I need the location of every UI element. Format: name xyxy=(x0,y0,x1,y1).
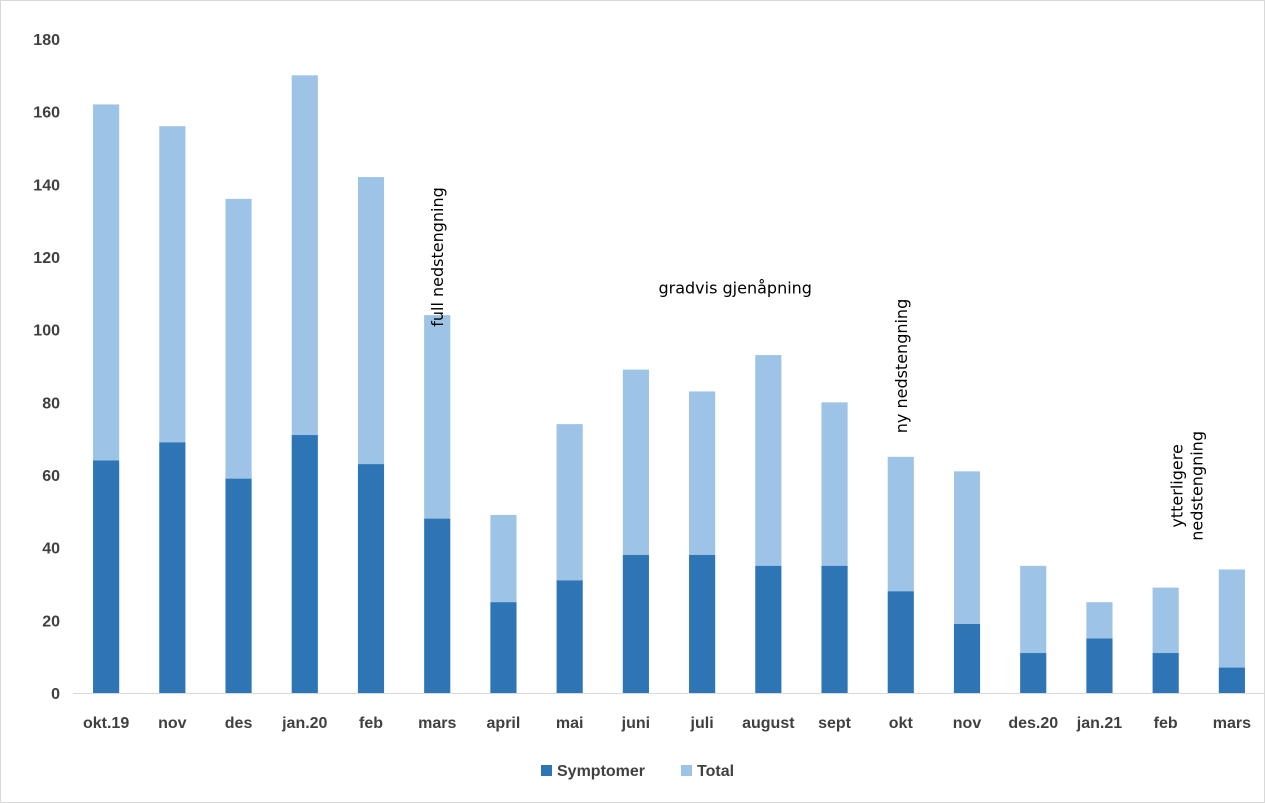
x-tick-label: des xyxy=(225,715,253,732)
legend-label-total: Total xyxy=(697,763,734,780)
bar-total xyxy=(291,75,318,436)
x-tick-label: nov xyxy=(953,715,982,732)
y-tick-label: 80 xyxy=(42,395,60,412)
bar-symptomer xyxy=(490,602,517,693)
y-tick-label: 180 xyxy=(33,32,60,49)
x-tick-label: mars xyxy=(418,715,456,732)
x-tick-label: nov xyxy=(158,715,187,732)
y-tick-label: 20 xyxy=(42,613,60,630)
bar-symptomer xyxy=(159,442,186,693)
bar-total xyxy=(622,369,649,555)
y-tick-label: 60 xyxy=(42,468,60,485)
x-tick-label: okt.19 xyxy=(83,715,129,732)
bar-symptomer xyxy=(225,478,252,693)
y-axis: 0 20 40 60 80 100 120 140 160 180 xyxy=(33,32,60,703)
y-tick-label: 100 xyxy=(33,323,60,340)
bar-symptomer xyxy=(755,565,782,693)
x-tick-label: sept xyxy=(818,715,852,732)
bar-symptomer xyxy=(1152,653,1179,693)
x-tick-label: april xyxy=(487,715,521,732)
bar-total xyxy=(93,104,120,461)
bar-total xyxy=(1218,569,1245,668)
annotation: ny nedstengning xyxy=(892,299,911,433)
x-tick-label: juli xyxy=(690,715,714,732)
bar-total xyxy=(1086,602,1113,639)
legend-label-symptomer: Symptomer xyxy=(557,763,645,780)
bar-total xyxy=(1152,587,1179,654)
x-tick-label: feb xyxy=(359,715,383,732)
bar-symptomer xyxy=(622,554,649,693)
x-tick-label: august xyxy=(742,715,795,732)
bar-symptomer xyxy=(556,580,583,693)
x-tick-label: jan.20 xyxy=(281,715,327,732)
bar-total xyxy=(556,424,583,581)
bar-total xyxy=(225,198,252,479)
x-tick-label: jan.21 xyxy=(1076,715,1122,732)
bar-total xyxy=(357,177,385,465)
y-tick-label: 120 xyxy=(33,250,60,267)
bar-symptomer xyxy=(424,518,451,693)
bar-total xyxy=(953,471,981,624)
bar-total xyxy=(424,315,451,519)
legend-swatch-symptomer xyxy=(541,765,552,776)
bar-symptomer xyxy=(1020,653,1047,693)
bar-symptomer xyxy=(291,435,318,693)
bar-symptomer xyxy=(953,623,981,693)
y-tick-label: 40 xyxy=(42,541,60,558)
bars xyxy=(93,75,1245,693)
annotation: full nedstengning xyxy=(428,187,447,327)
bar-total xyxy=(887,456,914,592)
bar-symptomer xyxy=(1086,638,1113,693)
x-tick-label: juni xyxy=(621,715,650,732)
bar-total xyxy=(755,355,782,566)
annotation-line: nedstengning xyxy=(1188,431,1207,541)
bar-symptomer xyxy=(357,464,385,693)
bar-total xyxy=(1020,565,1047,654)
y-tick-label: 0 xyxy=(51,686,60,703)
bar-symptomer xyxy=(887,591,914,693)
bar-total xyxy=(821,402,848,566)
annotations: full nedstengning gradvis gjenåpning ny ne… xyxy=(428,187,1206,541)
annotation-line: ytterligere xyxy=(1168,444,1187,527)
bar-symptomer xyxy=(93,460,120,693)
bar-symptomer xyxy=(1218,667,1245,693)
legend: Symptomer Total xyxy=(541,763,734,780)
x-tick-label: okt xyxy=(889,715,914,732)
y-tick-label: 140 xyxy=(33,177,60,194)
x-tick-label: mars xyxy=(1213,715,1251,732)
bar-symptomer xyxy=(821,565,848,693)
bar-symptomer xyxy=(689,554,716,693)
x-tick-label: mai xyxy=(556,715,584,732)
x-axis: okt.19 nov des jan.20 feb mars april mai juni jul… xyxy=(83,715,1251,732)
bar-total xyxy=(159,126,186,443)
bar-total xyxy=(490,514,517,603)
annotation: gradvis gjenåpning xyxy=(658,278,811,297)
annotation: ytterligerenedstengning xyxy=(1168,431,1207,541)
x-tick-label: des.20 xyxy=(1008,715,1058,732)
legend-swatch-total xyxy=(681,765,692,776)
y-tick-label: 160 xyxy=(33,105,60,122)
x-tick-label: feb xyxy=(1154,715,1178,732)
bar-total xyxy=(689,391,716,555)
